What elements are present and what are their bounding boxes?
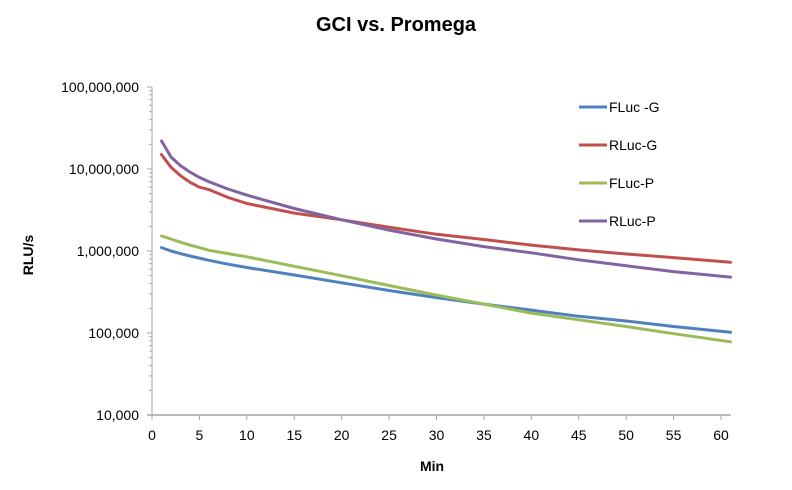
x-tick-label: 55 (666, 427, 682, 443)
legend-label: RLuc-P (609, 213, 656, 229)
chart-title: GCI vs. Promega (315, 14, 477, 36)
x-tick-label: 60 (713, 427, 729, 443)
series-line-fluc-g (160, 246, 732, 334)
x-tick-label: 30 (429, 427, 445, 443)
x-tick-label: 0 (148, 427, 156, 443)
y-tick-label: 10,000 (96, 407, 139, 423)
x-tick-label: 20 (334, 427, 350, 443)
x-tick-label: 40 (524, 427, 540, 443)
y-tick-label: 100,000,000 (61, 79, 139, 95)
series-line-fluc-p (160, 234, 732, 344)
series-line-rluc-g (160, 153, 732, 264)
legend-label: FLuc -G (609, 99, 660, 115)
x-tick-label: 45 (571, 427, 587, 443)
x-tick-label: 35 (476, 427, 492, 443)
y-tick-label: 1,000,000 (77, 243, 139, 259)
legend-label: RLuc-G (609, 137, 657, 153)
legend-label: FLuc-P (609, 175, 654, 191)
x-tick-label: 25 (381, 427, 397, 443)
x-tick-label: 5 (196, 427, 204, 443)
x-axis-label: Min (420, 458, 445, 474)
x-tick-label: 10 (239, 427, 255, 443)
x-tick-label: 50 (618, 427, 634, 443)
x-tick-label: 15 (286, 427, 302, 443)
y-tick-label: 100,000 (88, 325, 139, 341)
y-tick-label: 10,000,000 (69, 161, 139, 177)
series-line-rluc-p (160, 139, 732, 279)
